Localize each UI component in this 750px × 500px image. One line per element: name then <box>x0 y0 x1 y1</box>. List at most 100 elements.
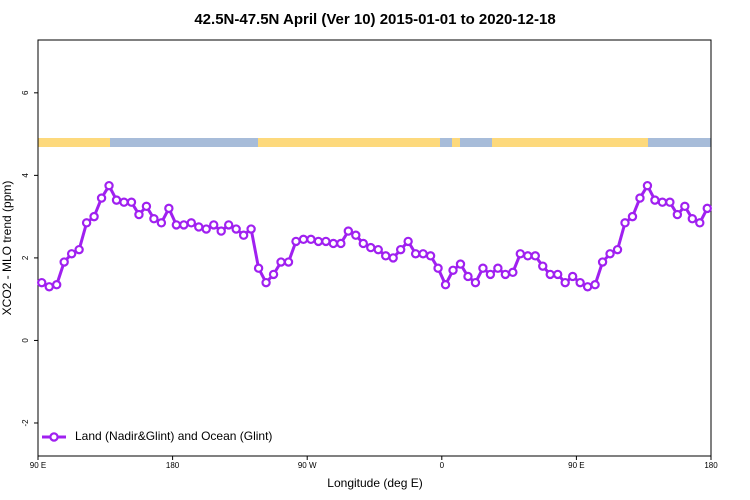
point <box>291 236 301 247</box>
point <box>642 180 653 191</box>
point <box>246 224 256 234</box>
point <box>470 277 481 288</box>
x-tick-label: 0 <box>440 461 445 470</box>
point <box>179 220 189 230</box>
point <box>351 230 361 240</box>
point <box>410 249 421 259</box>
y-tick-label: 2 <box>21 255 30 260</box>
point <box>81 218 92 228</box>
point <box>695 218 705 228</box>
point <box>51 280 62 290</box>
series-line <box>41 182 709 289</box>
point <box>657 197 668 207</box>
point <box>523 251 533 261</box>
point <box>201 224 211 234</box>
point <box>223 220 234 230</box>
x-tick-label: 180 <box>704 461 718 470</box>
point <box>313 236 324 247</box>
point <box>111 195 122 205</box>
point <box>209 220 219 230</box>
point <box>164 203 174 214</box>
y-tick-label: 6 <box>21 90 30 95</box>
x-tick-label: 90 E <box>30 461 46 470</box>
point <box>253 263 264 273</box>
point <box>650 195 660 205</box>
point <box>702 203 712 214</box>
point <box>238 230 249 240</box>
point <box>687 213 698 224</box>
point <box>283 257 294 267</box>
point <box>156 218 167 228</box>
point <box>493 263 503 273</box>
point <box>216 226 226 236</box>
point <box>478 263 488 273</box>
point <box>119 197 129 207</box>
plot-frame <box>37 39 712 457</box>
point <box>418 249 428 259</box>
legend-label: Land (Nadir&Glint) and Ocean (Glint) <box>75 429 272 443</box>
point <box>582 282 593 292</box>
point <box>553 269 563 280</box>
point <box>560 277 570 288</box>
point <box>463 271 473 282</box>
point <box>590 280 600 290</box>
point <box>373 244 383 255</box>
point <box>448 265 458 275</box>
point <box>403 236 413 247</box>
point <box>381 251 391 261</box>
point <box>89 211 99 222</box>
point <box>134 209 144 220</box>
point <box>141 201 152 212</box>
point <box>597 257 608 267</box>
point <box>680 201 690 212</box>
point <box>515 249 526 259</box>
point <box>433 263 443 273</box>
point <box>500 269 511 280</box>
point <box>186 218 196 228</box>
point <box>388 253 398 263</box>
point <box>672 209 683 220</box>
point <box>171 220 182 230</box>
point <box>126 197 137 207</box>
point <box>545 269 555 280</box>
x-axis-label: Longitude (deg E) <box>327 476 422 490</box>
point <box>231 224 241 234</box>
point <box>194 222 204 232</box>
point <box>620 218 630 228</box>
point <box>261 277 271 288</box>
point <box>276 257 286 267</box>
point <box>455 259 466 269</box>
point <box>149 213 159 224</box>
y-tick-label: 0 <box>21 338 30 343</box>
y-tick-label: 4 <box>21 173 30 178</box>
point <box>425 251 436 261</box>
land-ocean-band <box>38 138 711 147</box>
point <box>627 211 638 222</box>
point <box>567 271 578 282</box>
point <box>440 280 451 290</box>
point <box>575 277 585 288</box>
point <box>665 197 675 207</box>
point <box>336 238 346 249</box>
point <box>306 234 316 245</box>
point <box>395 244 406 255</box>
legend-marker <box>49 432 59 442</box>
x-tick-label: 180 <box>166 461 180 470</box>
point <box>59 257 69 267</box>
point <box>485 269 496 280</box>
point <box>612 244 623 255</box>
point <box>343 226 354 236</box>
point <box>104 180 114 191</box>
point <box>530 251 540 261</box>
point <box>538 261 548 271</box>
point <box>358 238 368 249</box>
point <box>508 267 518 278</box>
point <box>74 244 84 255</box>
chart-title: 42.5N-47.5N April (Ver 10) 2015-01-01 to… <box>194 11 555 28</box>
point <box>328 238 339 249</box>
point <box>298 234 309 245</box>
point <box>605 249 615 259</box>
point <box>321 236 331 247</box>
point <box>366 242 376 253</box>
